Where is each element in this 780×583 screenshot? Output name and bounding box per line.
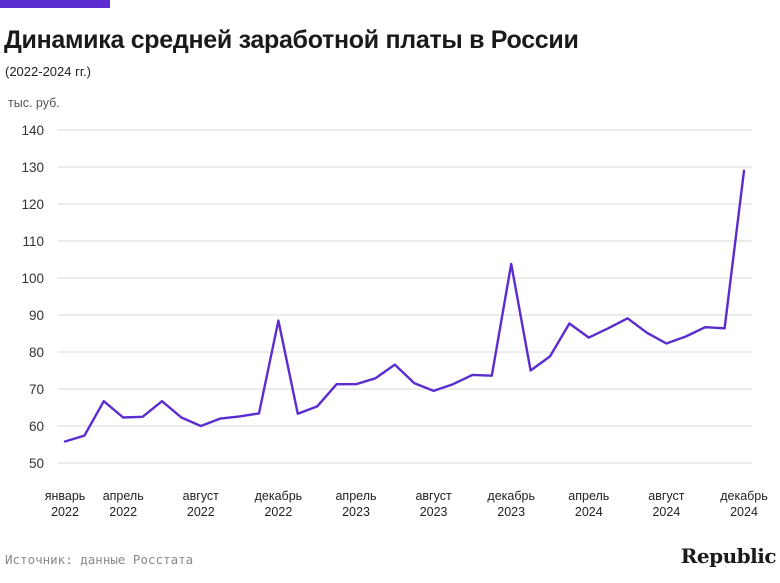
x-tick-label-year: 2024 (652, 505, 680, 519)
x-tick-label-month: декабрь (487, 489, 535, 503)
y-tick-label: 90 (29, 308, 44, 323)
x-tick-label-year: 2023 (342, 505, 370, 519)
y-tick-label: 100 (21, 271, 44, 286)
x-tick-label-month: апрель (103, 489, 144, 503)
x-tick-labels: январь 2022 апрель 2022 август 2022 декабрь 202… (45, 489, 768, 519)
x-tick-label-year: 2022 (264, 505, 292, 519)
x-tick-label-month: декабрь (255, 489, 303, 503)
x-tick-label-year: 2023 (420, 505, 448, 519)
x-tick-label-month: апрель (568, 489, 609, 503)
source-note: Источник: данные Росстата (5, 552, 194, 567)
x-tick-label-year: 2024 (575, 505, 603, 519)
x-tick-label-year: 2023 (497, 505, 525, 519)
x-tick-label-month: январь (45, 489, 86, 503)
y-tick-label: 130 (21, 160, 44, 175)
y-tick-label: 120 (21, 197, 44, 212)
x-tick-label-month: август (415, 489, 452, 503)
series-line (63, 169, 746, 443)
grid-lines (58, 129, 752, 464)
x-tick-label-year: 2022 (187, 505, 215, 519)
y-tick-label: 70 (29, 382, 44, 397)
x-tick-label-year: 2024 (730, 505, 758, 519)
y-tick-labels: 50 60 70 80 90 100 110 120 130 140 (21, 123, 44, 471)
accent-bar (0, 0, 110, 8)
y-axis-unit-label: тыс. руб. (8, 96, 60, 110)
x-tick-label-year: 2022 (51, 505, 79, 519)
x-tick-label-year: 2022 (109, 505, 137, 519)
chart-subtitle: (2022-2024 гг.) (5, 64, 91, 79)
y-tick-label: 50 (29, 456, 44, 471)
y-tick-label: 110 (22, 234, 44, 249)
y-tick-label: 80 (29, 345, 44, 360)
x-tick-label-month: декабрь (720, 489, 768, 503)
x-tick-label-month: апрель (335, 489, 376, 503)
series (63, 169, 746, 443)
chart-title: Динамика средней заработной платы в Росс… (4, 26, 579, 54)
x-tick-label-month: август (183, 489, 220, 503)
brand-logo: Republic (680, 544, 777, 568)
y-tick-label: 60 (29, 419, 44, 434)
x-tick-label-month: август (648, 489, 685, 503)
y-tick-label: 140 (21, 123, 44, 138)
